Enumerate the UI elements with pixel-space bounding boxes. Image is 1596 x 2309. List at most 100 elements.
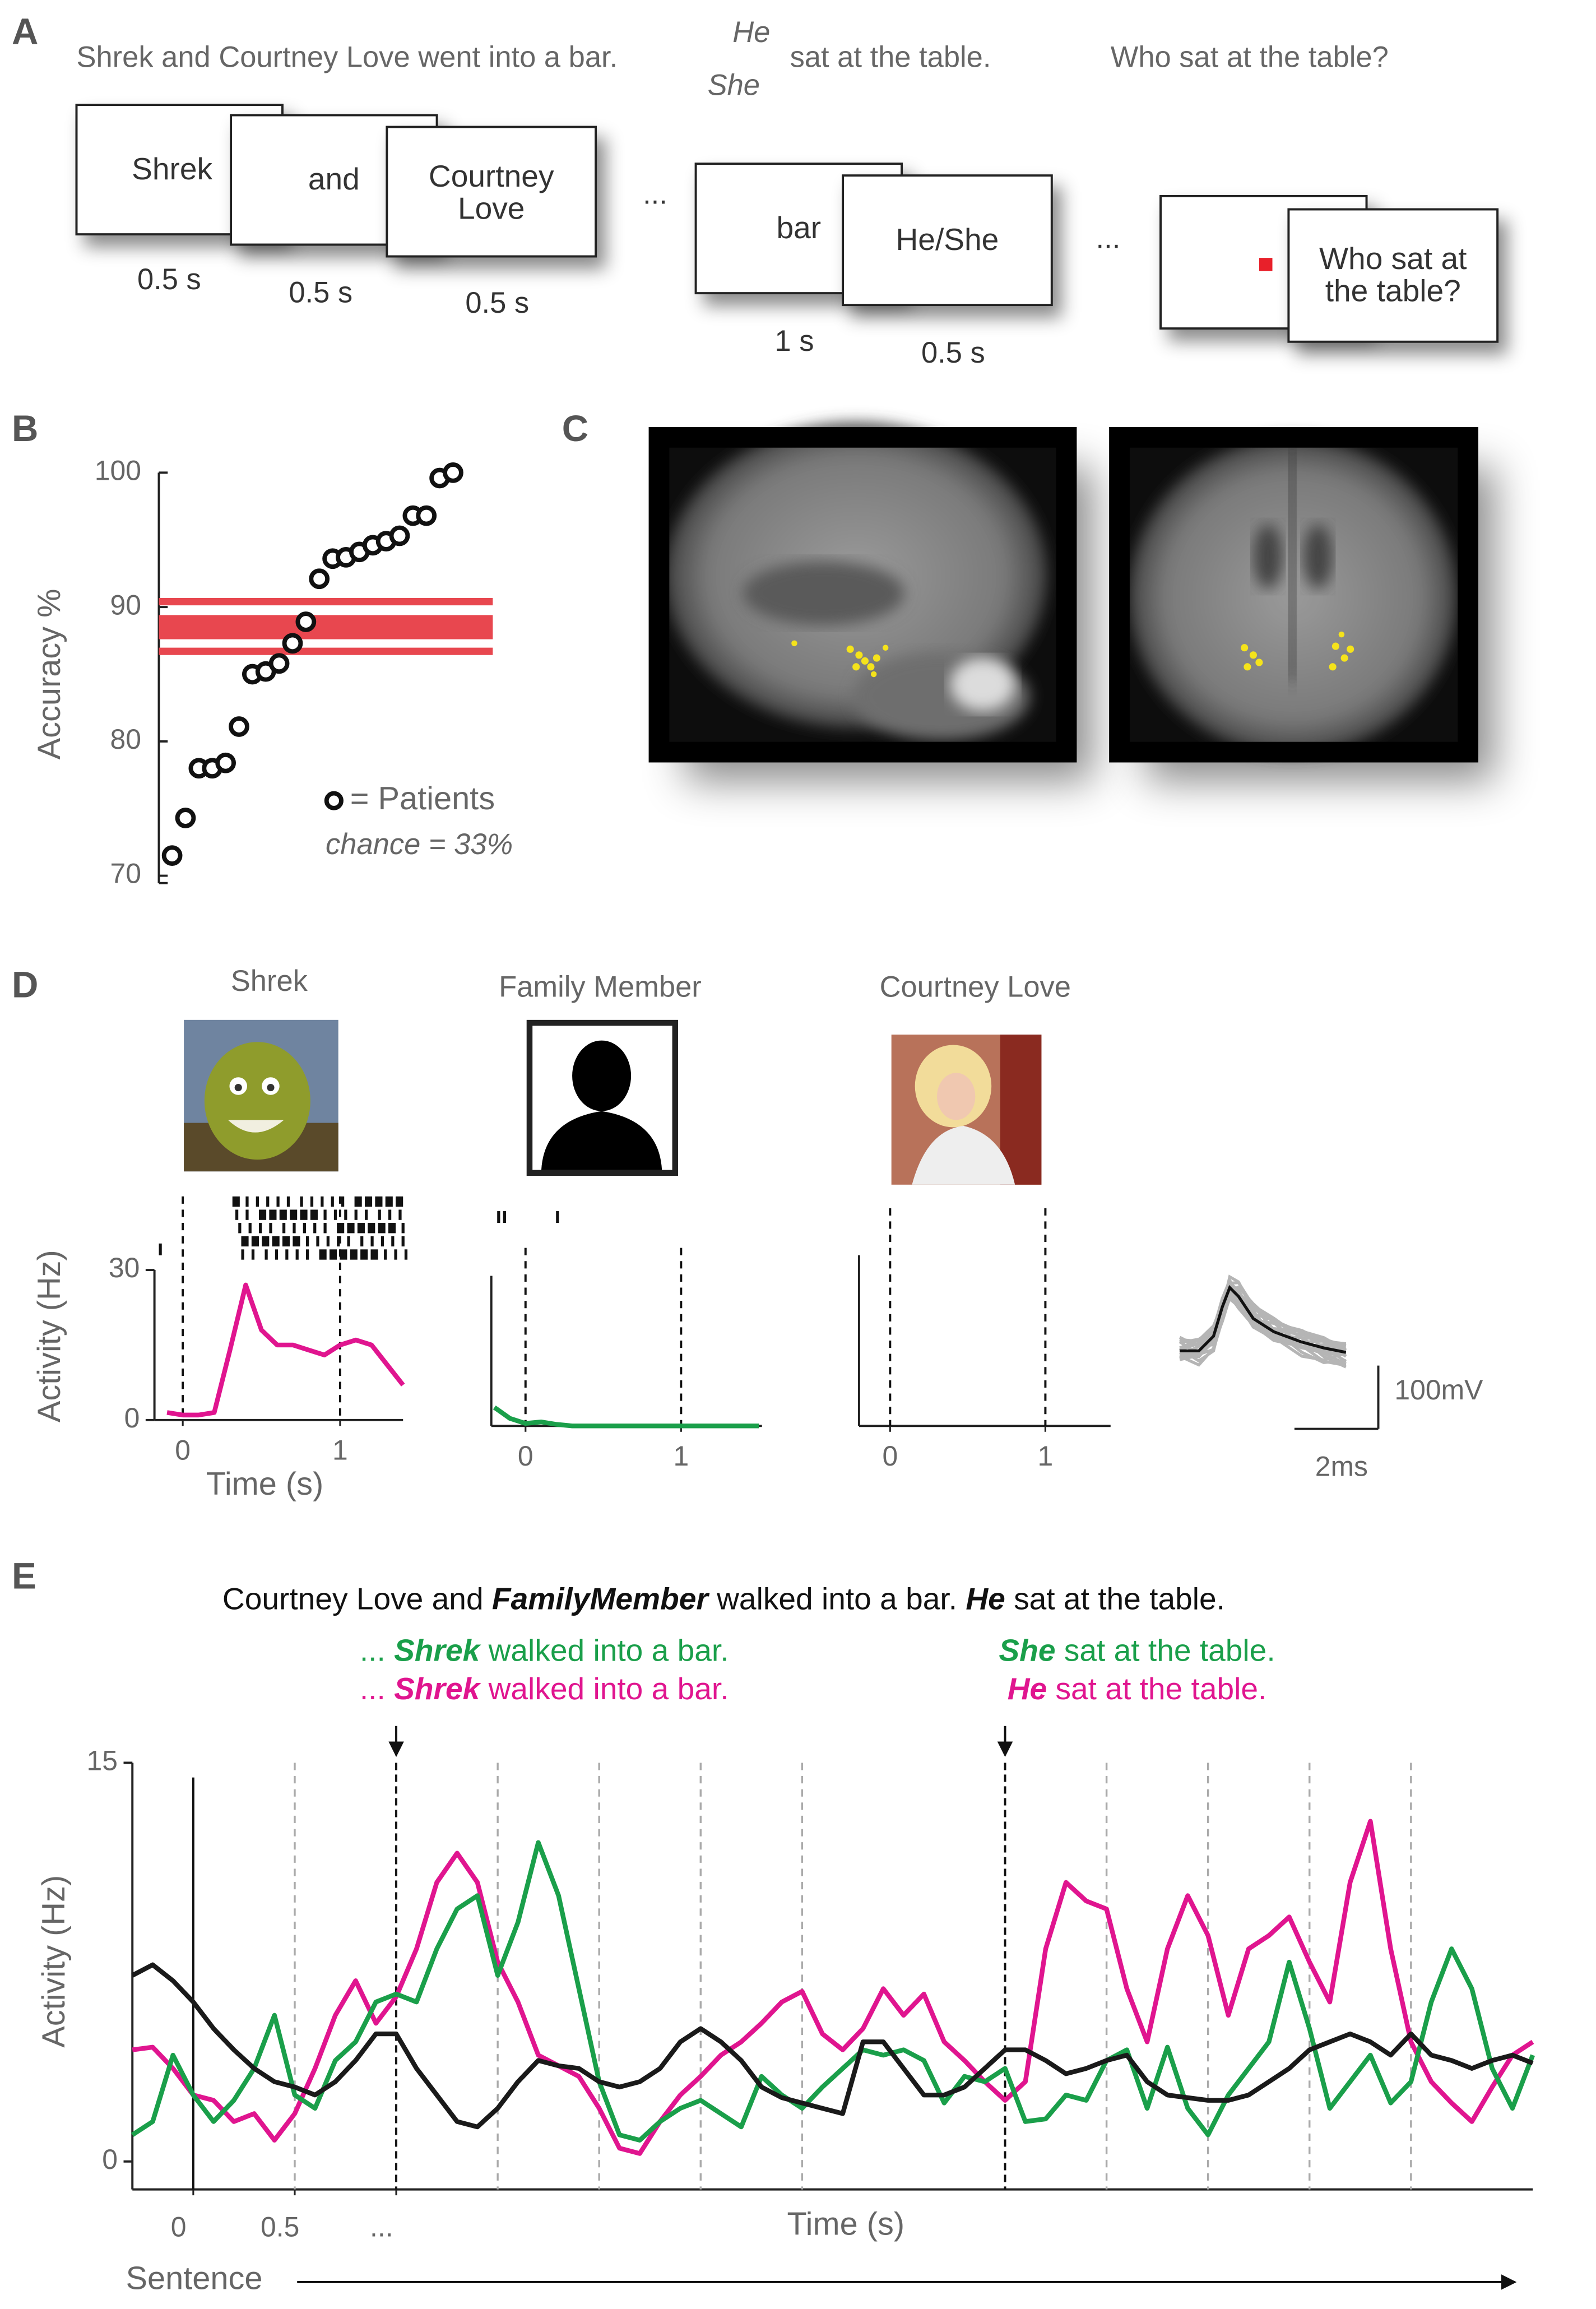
raster-tick — [279, 1209, 287, 1220]
raster-tick — [370, 1249, 378, 1260]
dress — [912, 1125, 1015, 1185]
fixation-dot — [1259, 258, 1273, 271]
scale-label: 100mV — [1394, 1374, 1483, 1406]
panel-label: E — [12, 1556, 36, 1597]
ellipsis: ... — [1096, 221, 1121, 254]
y-axis-label: Activity (Hz) — [36, 1875, 72, 2048]
raster-tick — [290, 1209, 298, 1220]
raster-tick — [344, 1209, 347, 1220]
raster-tick — [341, 1196, 345, 1207]
chart-title: Family Member — [499, 971, 702, 1004]
head — [572, 1040, 632, 1111]
raster-tick — [396, 1196, 403, 1207]
raster-tick — [391, 1236, 395, 1247]
raster-tick — [269, 1209, 277, 1220]
x-tick-label: ... — [370, 2211, 393, 2243]
raster-tick — [313, 1223, 317, 1234]
x-tick-label: 1 — [332, 1435, 348, 1466]
electrode — [870, 671, 877, 678]
text-part: sat at the table. — [1005, 1581, 1225, 1616]
x-tick-label: 0 — [175, 1435, 191, 1466]
ventricle — [743, 560, 905, 626]
raster-tick — [360, 1236, 364, 1247]
card-group: He/She — [842, 174, 1053, 307]
series-line — [166, 1282, 405, 1418]
text-part: walked into a bar. — [480, 1633, 729, 1667]
text-part: walked into a bar. — [480, 1671, 729, 1705]
raster-tick — [303, 1223, 306, 1234]
electrode — [1331, 642, 1339, 650]
midline — [1288, 446, 1296, 682]
patient-dot — [229, 716, 249, 737]
x-axis-label: Time (s) — [206, 1466, 324, 1502]
mouth — [228, 1120, 284, 1133]
waveform-mean — [1180, 1285, 1347, 1354]
pronoun: She — [708, 69, 760, 102]
raster-tick — [360, 1249, 368, 1260]
raster-tick — [347, 1223, 355, 1234]
panel-label: C — [562, 408, 588, 449]
raster-tick — [251, 1249, 255, 1260]
duration-label: 0.5 s — [921, 336, 985, 369]
card — [842, 174, 1053, 307]
raster-tick — [401, 1236, 405, 1247]
raster-tick — [293, 1223, 296, 1234]
text-part: ... — [360, 1671, 394, 1705]
electrode — [1255, 659, 1263, 666]
y-axis-label: Activity (Hz) — [31, 1250, 67, 1422]
pupil — [267, 1084, 275, 1092]
sentence-end: sat at the table. — [790, 41, 991, 74]
waveform — [1179, 1274, 1347, 1369]
raster-tick — [398, 1209, 402, 1220]
question: Who sat at the table? — [1111, 41, 1389, 74]
raster-tick — [258, 1223, 262, 1234]
raster-tick — [248, 1223, 252, 1234]
raster-tick — [497, 1211, 500, 1223]
text-part: FamilyMember — [492, 1581, 709, 1616]
patient-dot — [161, 845, 183, 866]
series-line — [131, 1962, 1534, 2130]
raster-tick — [337, 1236, 340, 1247]
ventricle — [1303, 524, 1333, 589]
electrode — [1241, 644, 1249, 652]
patient-dot — [175, 808, 196, 828]
raster-tick — [321, 1196, 324, 1207]
patient-dot — [443, 462, 463, 483]
text-part: Shrek — [394, 1671, 481, 1705]
electrode — [873, 654, 880, 662]
card-text: the table? — [1325, 273, 1461, 308]
y-tick-label: 15 — [87, 1745, 118, 1777]
electrode — [882, 645, 889, 651]
series-line — [493, 1405, 759, 1429]
card-text: Courtney — [429, 159, 554, 193]
raster-tick — [316, 1236, 319, 1247]
raster-tick — [319, 1249, 327, 1260]
x-tick-label: 0 — [518, 1440, 533, 1472]
patient-dot — [389, 525, 410, 546]
text-part: She — [999, 1633, 1055, 1667]
raster-tick — [251, 1236, 259, 1247]
text-part: He — [966, 1581, 1005, 1616]
raster-tick — [286, 1196, 290, 1207]
raster-tick — [275, 1249, 279, 1260]
y-tick-label: 0 — [124, 1402, 140, 1434]
raster-tick — [378, 1209, 381, 1220]
courtney-picture — [891, 1035, 1042, 1185]
raster-tick — [384, 1249, 387, 1260]
raster-tick — [235, 1209, 239, 1220]
raster-tick — [310, 1209, 318, 1220]
electrodes — [1241, 631, 1354, 671]
raster-tick — [276, 1196, 280, 1207]
raster-tick — [258, 1209, 267, 1220]
duration-label: 0.5 s — [465, 286, 529, 319]
patient-dot — [268, 653, 290, 674]
rich-text: He sat at the table. — [1008, 1671, 1267, 1705]
raster-tick — [326, 1236, 330, 1247]
raster-tick — [305, 1249, 309, 1260]
raster-tick — [354, 1196, 362, 1207]
raster-tick — [368, 1223, 375, 1234]
sentence: Shrek and Courtney Love went into a bar. — [76, 41, 618, 74]
waveform-trace — [1179, 1285, 1347, 1367]
raster-tick — [388, 1223, 396, 1234]
